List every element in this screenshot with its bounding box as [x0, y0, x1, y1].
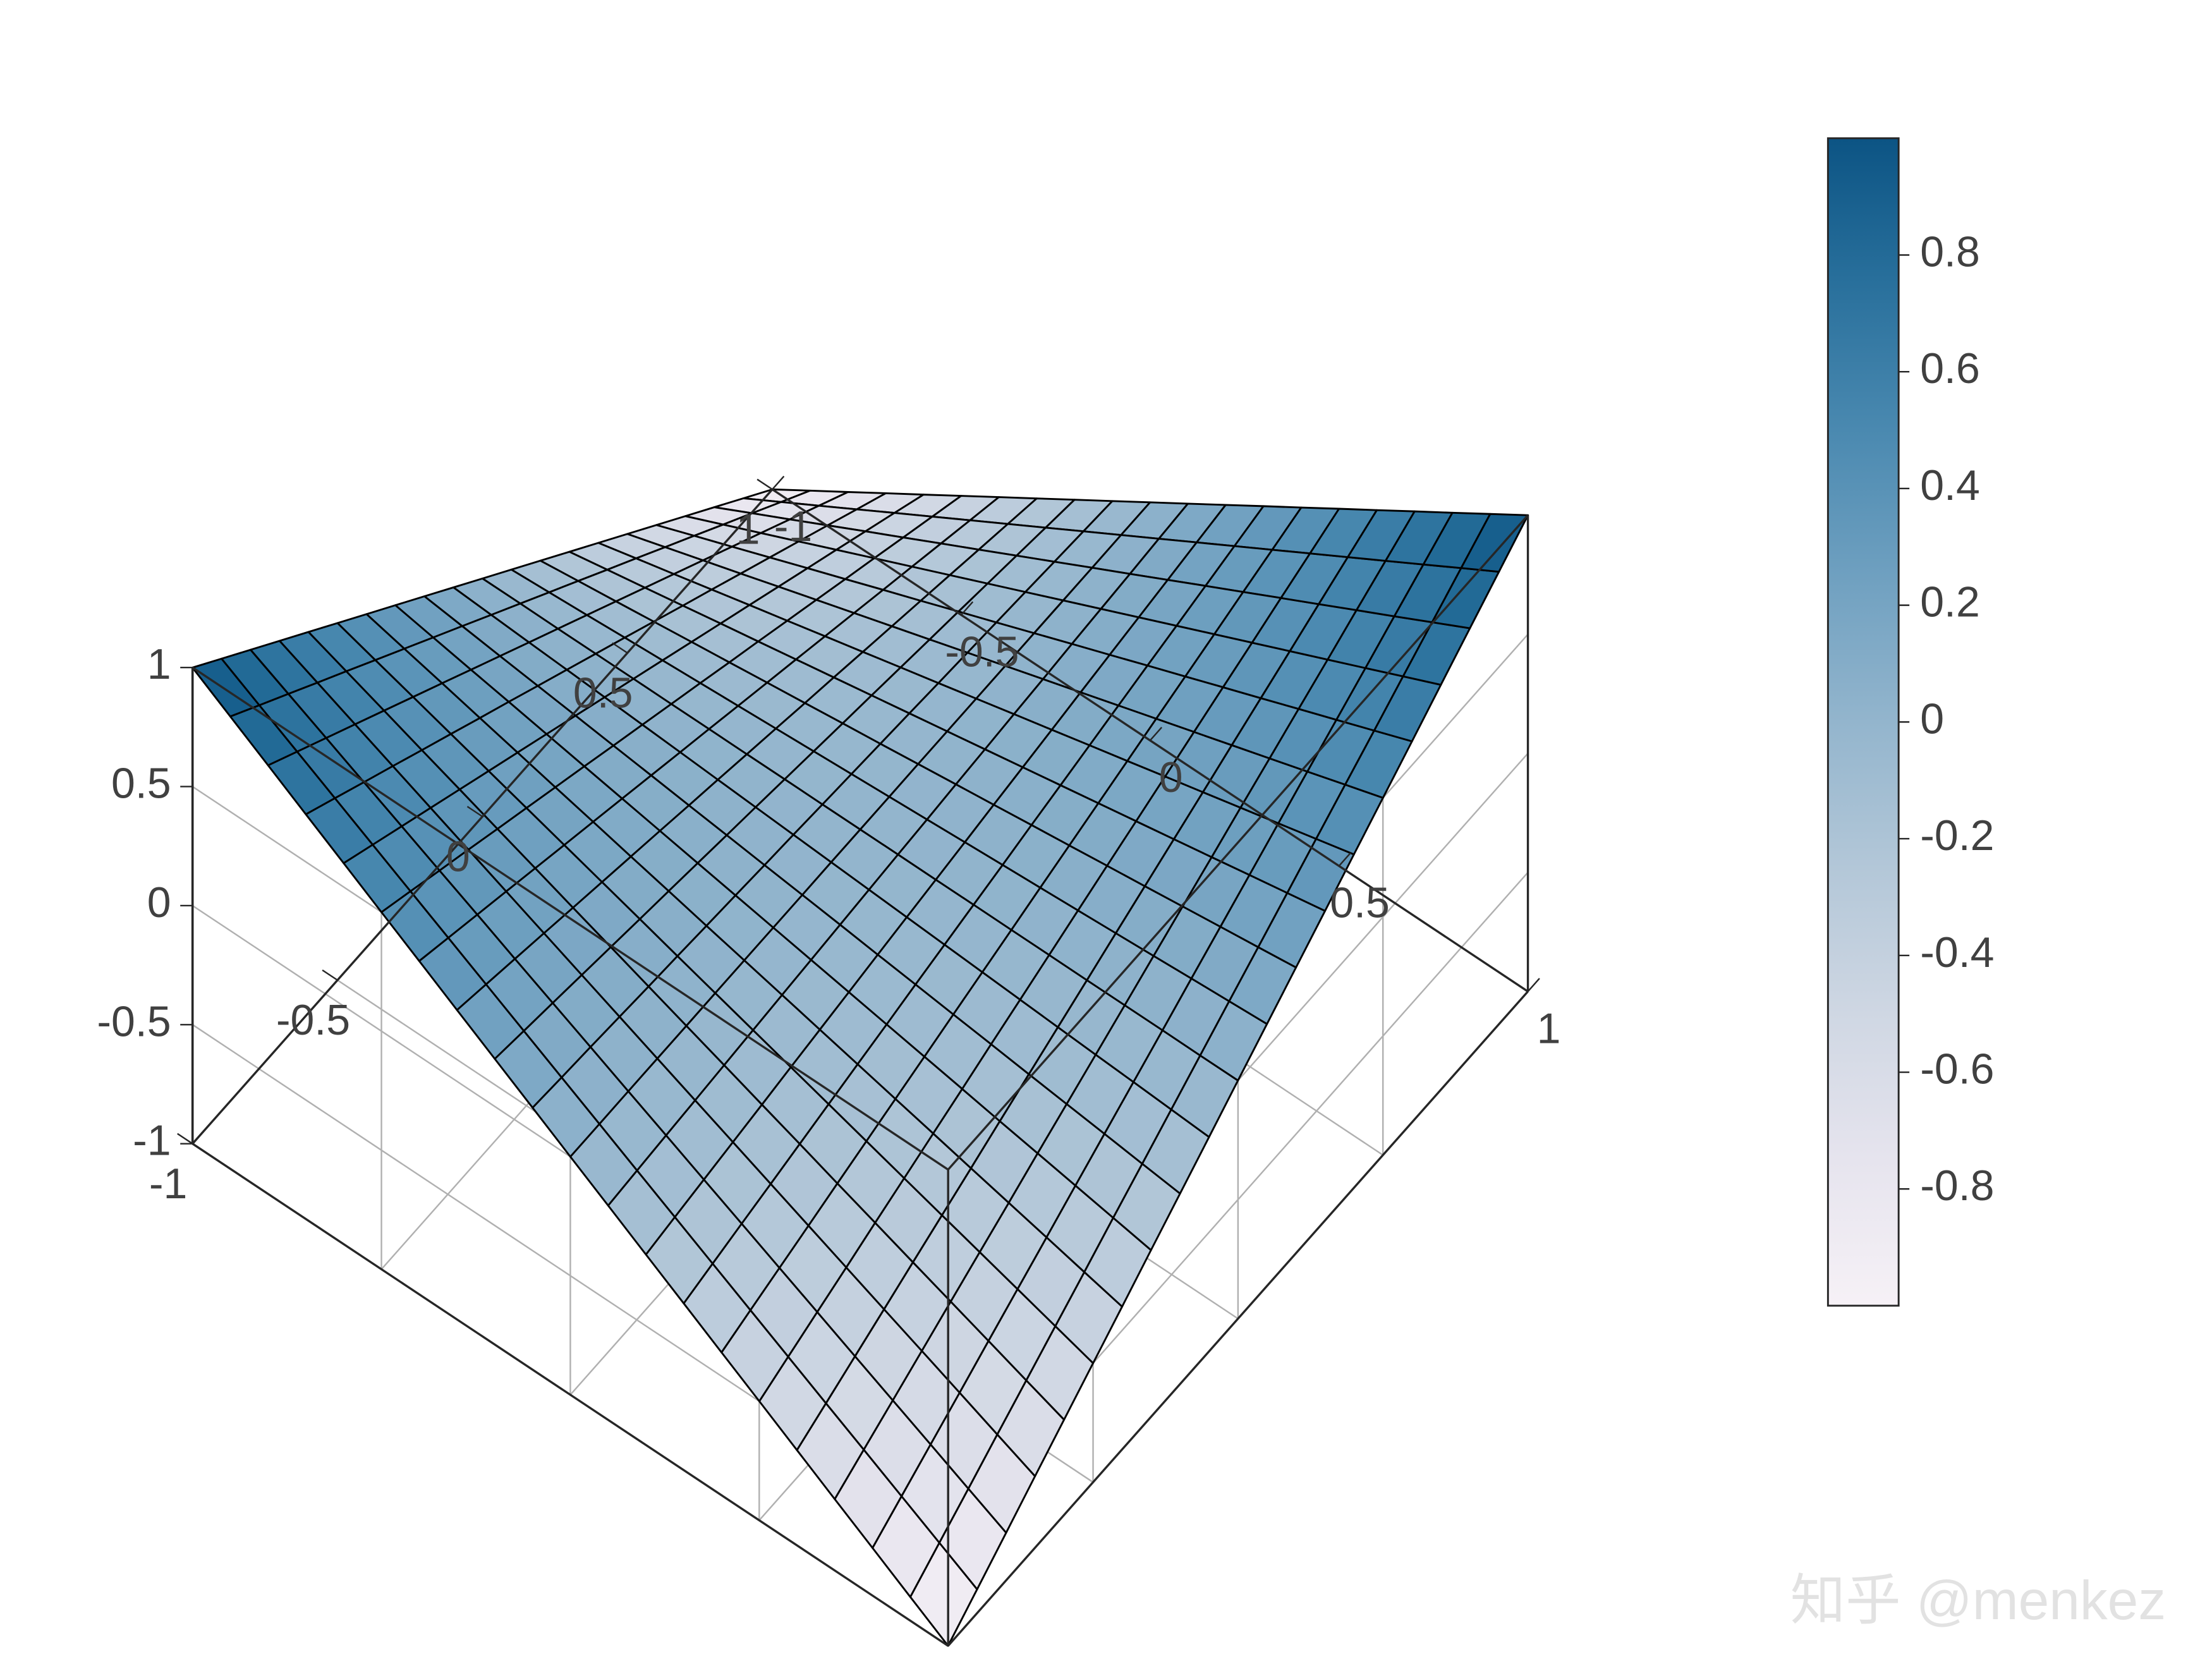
svg-text:-0.5: -0.5 — [276, 996, 350, 1044]
watermark: 知乎 @menkez — [1790, 1569, 2166, 1631]
svg-text:-0.4: -0.4 — [1920, 928, 1994, 976]
surface-mesh — [193, 489, 1528, 1646]
svg-text:0.2: 0.2 — [1920, 578, 1980, 626]
svg-text:0.5: 0.5 — [111, 760, 171, 808]
svg-text:0.8: 0.8 — [1920, 228, 1980, 276]
surface-plot: -1-0.500.51-1-0.500.51-1-0.500.51-0.8-0.… — [0, 0, 2212, 1659]
svg-text:0.4: 0.4 — [1920, 461, 1980, 509]
svg-text:-0.6: -0.6 — [1920, 1045, 1994, 1093]
svg-text:0: 0 — [446, 832, 470, 880]
svg-text:-0.2: -0.2 — [1920, 811, 1994, 860]
svg-text:-0.5: -0.5 — [97, 997, 171, 1045]
svg-text:1: 1 — [147, 640, 171, 688]
svg-text:-0.5: -0.5 — [945, 628, 1019, 676]
svg-text:-0.8: -0.8 — [1920, 1162, 1994, 1210]
svg-text:0.6: 0.6 — [1920, 344, 1980, 392]
svg-text:0.5: 0.5 — [573, 669, 633, 717]
svg-text:1: 1 — [1537, 1004, 1561, 1052]
chart-container: -1-0.500.51-1-0.500.51-1-0.500.51-0.8-0.… — [0, 0, 2212, 1659]
svg-text:-1: -1 — [133, 1117, 171, 1165]
svg-text:0: 0 — [147, 878, 171, 927]
svg-text:-1: -1 — [774, 502, 813, 550]
svg-text:0.5: 0.5 — [1330, 879, 1390, 927]
colorbar: -0.8 -0.6 -0.4 -0.2 0 0.2 0.4 0.6 0.8 — [1828, 138, 1994, 1306]
svg-text:0: 0 — [1159, 753, 1183, 801]
svg-text:0: 0 — [1920, 695, 1944, 743]
svg-text:-1: -1 — [149, 1160, 188, 1208]
svg-text:1: 1 — [736, 506, 760, 554]
